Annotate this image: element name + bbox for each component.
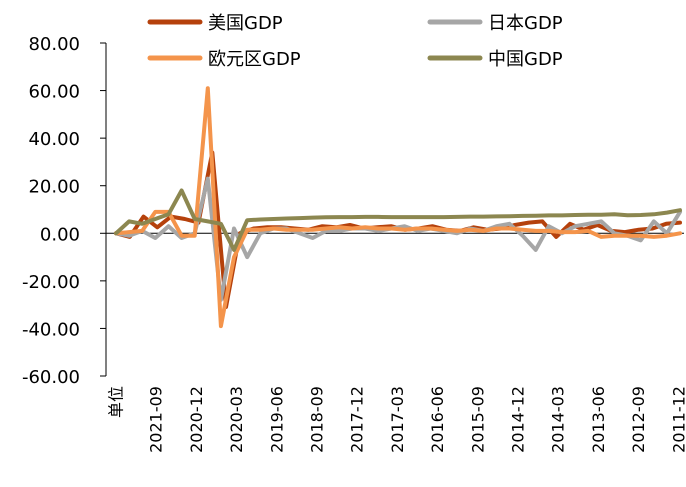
y-tick-label: 40.00 xyxy=(28,129,80,150)
series-layer xyxy=(114,86,682,329)
y-tick-label: -20.00 xyxy=(22,272,80,293)
x-tick-label: 2015-09 xyxy=(468,386,487,453)
x-tick-label: 2018-09 xyxy=(308,386,327,453)
y-tick-label: 80.00 xyxy=(28,34,80,55)
x-tick-label: 单位 xyxy=(107,386,126,418)
x-tick-label: 2014-03 xyxy=(549,386,568,453)
legend: 美国GDP 日本GDP 欧元区GDP 中国GDP xyxy=(147,13,563,70)
x-tick-label: 2019-06 xyxy=(267,386,286,453)
legend-label-2: 欧元区GDP xyxy=(208,49,301,70)
x-tick-label: 2011-12 xyxy=(669,386,686,453)
y-tick-label: -60.00 xyxy=(22,367,80,388)
legend-label-1: 日本GDP xyxy=(488,13,563,34)
series-line-2 xyxy=(114,86,682,329)
x-tick-label: 2020-12 xyxy=(187,386,206,453)
x-tick-label: 2021-09 xyxy=(147,386,166,453)
y-tick-label: 20.00 xyxy=(28,177,80,198)
legend-label-3: 中国GDP xyxy=(488,49,563,70)
y-tick-label: 0.00 xyxy=(40,224,80,245)
axes-layer: 80.00 60.00 40.00 20.00 0.00 -20.00 -40.00 -60.… xyxy=(22,34,686,453)
x-tick-label: 2012-09 xyxy=(629,386,648,453)
x-tick-label: 2017-12 xyxy=(348,386,367,453)
y-tick-label: 60.00 xyxy=(28,82,80,103)
series-line-1 xyxy=(114,176,682,302)
x-tick-label: 2020-03 xyxy=(227,386,246,453)
series-line-3 xyxy=(114,188,682,252)
y-tick-label: -40.00 xyxy=(22,319,80,340)
legend-label-0: 美国GDP xyxy=(208,13,283,34)
x-tick-label: 2017-03 xyxy=(388,386,407,453)
x-tick-label: 2013-06 xyxy=(589,386,608,453)
x-tick-label: 2014-12 xyxy=(509,386,528,453)
x-tick-label: 2016-06 xyxy=(428,386,447,453)
